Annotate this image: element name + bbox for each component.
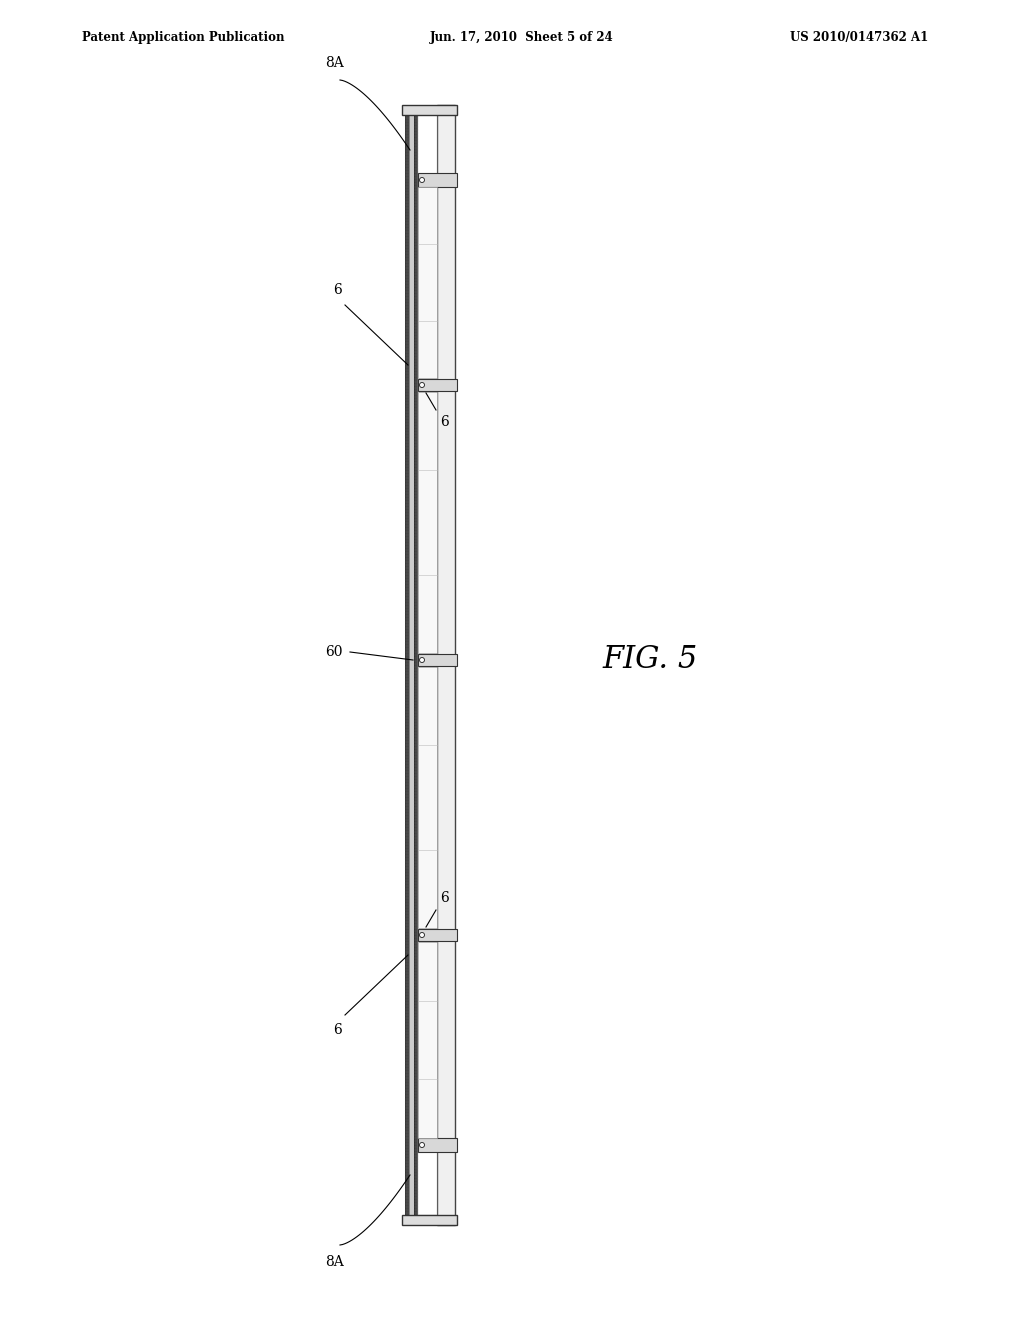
Bar — [418, 942, 437, 1138]
Text: 6: 6 — [440, 891, 449, 906]
Bar — [418, 667, 437, 928]
Circle shape — [420, 932, 425, 937]
Text: 6: 6 — [333, 282, 341, 297]
Bar — [418, 115, 437, 1214]
Bar — [418, 653, 457, 667]
Text: 6: 6 — [333, 1023, 341, 1038]
Bar — [402, 106, 457, 115]
Circle shape — [420, 383, 425, 388]
Circle shape — [420, 177, 425, 182]
Bar — [418, 173, 457, 187]
Bar — [402, 1214, 457, 1225]
Bar — [418, 187, 437, 378]
Bar — [414, 115, 418, 1214]
Bar — [418, 392, 437, 653]
Text: Jun. 17, 2010  Sheet 5 of 24: Jun. 17, 2010 Sheet 5 of 24 — [430, 30, 613, 44]
Bar — [409, 115, 414, 1214]
Circle shape — [420, 1143, 425, 1147]
Bar — [418, 1138, 457, 1152]
Bar — [418, 379, 457, 391]
Bar — [418, 929, 457, 941]
Text: 6: 6 — [440, 414, 449, 429]
Text: 8A: 8A — [326, 55, 344, 70]
Text: 8A: 8A — [326, 1255, 344, 1269]
Bar — [437, 106, 455, 1225]
Text: 60: 60 — [326, 645, 343, 659]
Text: FIG. 5: FIG. 5 — [602, 644, 697, 676]
Circle shape — [420, 657, 425, 663]
Text: Patent Application Publication: Patent Application Publication — [82, 30, 285, 44]
Text: US 2010/0147362 A1: US 2010/0147362 A1 — [790, 30, 928, 44]
Bar — [406, 115, 409, 1214]
